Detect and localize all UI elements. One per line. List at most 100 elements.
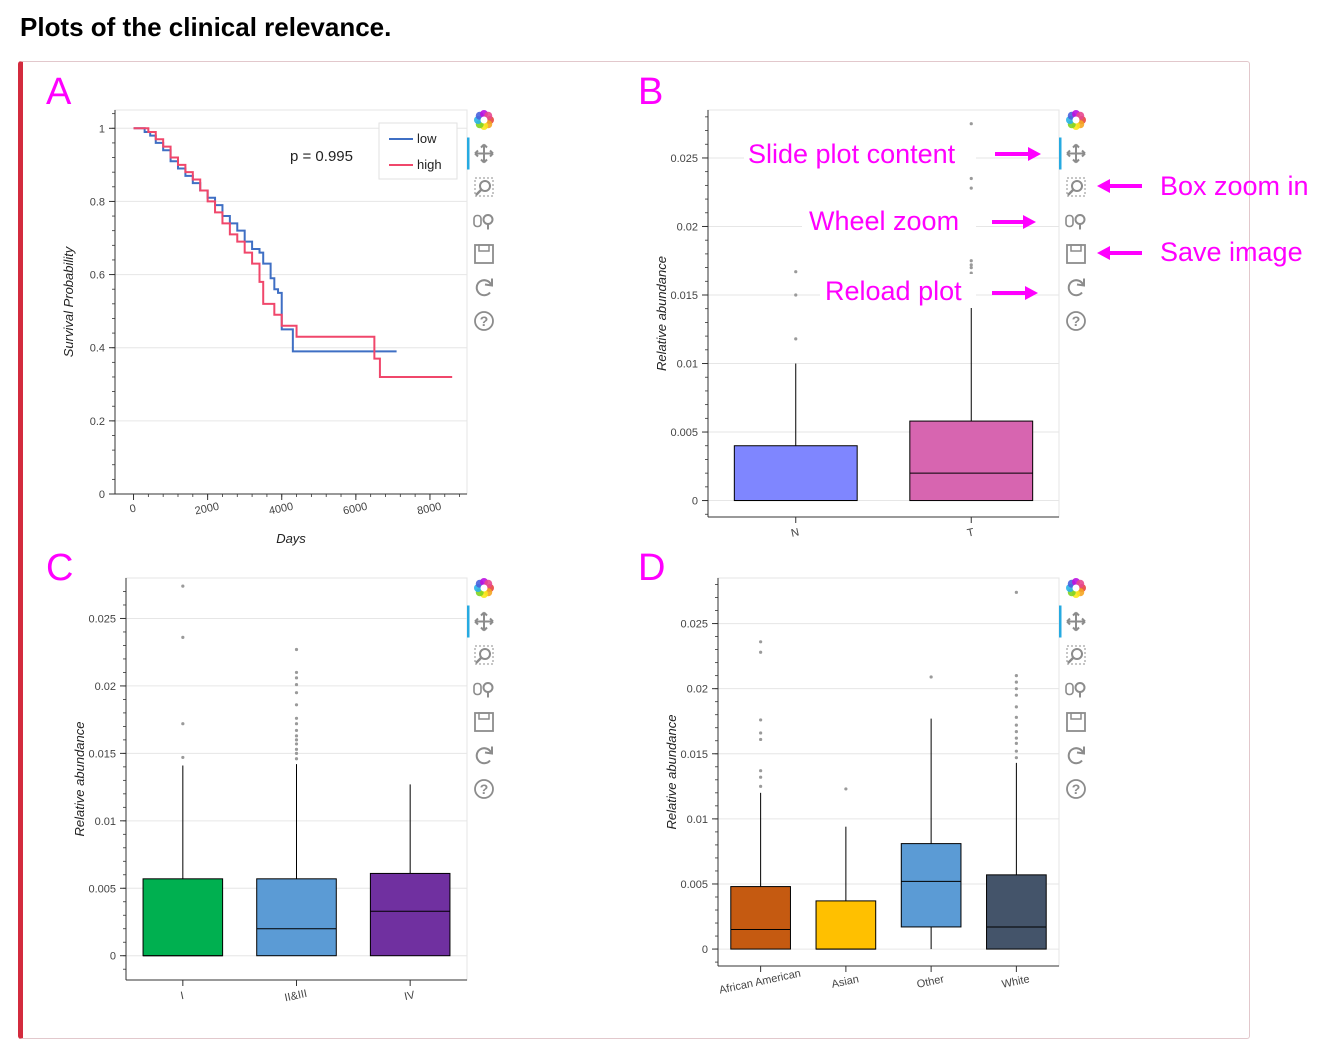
figure-frame — [18, 61, 1250, 1039]
outlier-point — [294, 691, 299, 695]
p-value-label: p = 0.995 — [290, 148, 353, 165]
pan-icon[interactable] — [1059, 605, 1086, 638]
wheel-zoom-icon[interactable] — [1065, 682, 1086, 698]
reset-arrowhead — [1076, 278, 1085, 287]
y-tick-label: 0.005 — [680, 879, 708, 891]
mouse-shape — [1065, 682, 1074, 696]
disk-label — [478, 244, 490, 252]
annotation-save-image: Save image — [1160, 237, 1303, 267]
lens — [479, 180, 491, 192]
help-glyph: ? — [1072, 781, 1081, 797]
reset-arrowhead — [484, 746, 493, 755]
box-zoom-icon[interactable] — [1066, 177, 1086, 197]
pan-icon[interactable] — [467, 137, 494, 170]
x-axis-title: Days — [276, 531, 306, 546]
y-tick-label: 0.025 — [670, 153, 698, 165]
reset-arrowhead — [484, 278, 493, 287]
panel-B: B 0 0.005 0.01 0.015 0.02 0.025 Relative abunda… — [638, 71, 1086, 540]
disk-body — [1066, 712, 1086, 732]
lens — [1071, 180, 1083, 192]
bokeh-logo-icon — [1066, 578, 1086, 598]
help-circle — [1066, 311, 1086, 331]
outlier-point — [759, 784, 763, 788]
outlier-point — [294, 734, 299, 738]
y-tick-label: 0.015 — [680, 749, 708, 761]
reset-icon[interactable] — [475, 746, 493, 765]
annotation-reload-plot: Reload plot — [825, 276, 962, 306]
y-axis-title: Survival Probability — [61, 245, 76, 357]
x-tick-label: N — [790, 526, 800, 539]
outlier-point — [294, 676, 299, 680]
reset-arrowhead — [1076, 746, 1085, 755]
wheel-zoom-icon[interactable] — [473, 682, 494, 698]
page-title: Plots of the clinical relevance. — [20, 12, 392, 42]
outlier-point — [294, 738, 299, 742]
save-icon[interactable] — [1066, 244, 1086, 264]
lens-handle — [475, 189, 482, 196]
lens — [482, 214, 494, 225]
panel-D: D 0 0.005 0.01 0.015 0.02 0.025 Relative abunda… — [638, 547, 1086, 997]
disk-body — [474, 244, 494, 264]
help-icon[interactable]: ? — [474, 311, 494, 331]
outlier-point — [1014, 680, 1018, 684]
outlier-point — [294, 728, 299, 733]
outlier-point — [294, 670, 299, 675]
box-body — [730, 886, 791, 950]
label-backing — [820, 274, 976, 308]
outlier-point — [969, 271, 973, 275]
panel-letter-C: C — [46, 547, 73, 589]
outlier-point — [294, 722, 299, 726]
box-I — [142, 584, 224, 957]
x-tick-label: Asian — [831, 973, 860, 990]
box-outline — [474, 645, 494, 665]
wheel-zoom-icon[interactable] — [1065, 214, 1086, 230]
outlier-point — [1014, 715, 1018, 719]
lens — [1074, 682, 1086, 693]
box-zoom-icon[interactable] — [474, 177, 494, 197]
label-backing — [744, 138, 976, 170]
pan-icon[interactable] — [467, 605, 494, 638]
help-icon[interactable]: ? — [1066, 311, 1086, 331]
save-icon[interactable] — [474, 244, 494, 264]
y-tick-label: 0 — [110, 951, 116, 963]
plot-toolbar: ? — [467, 110, 494, 331]
help-icon[interactable]: ? — [1066, 779, 1086, 799]
box-T — [909, 122, 1034, 502]
mouse-shape — [473, 682, 482, 696]
wheel-zoom-icon[interactable] — [473, 214, 494, 230]
bokeh-logo-icon — [474, 578, 494, 598]
legend: low high — [378, 122, 458, 180]
reset-icon[interactable] — [1067, 746, 1085, 765]
reset-icon[interactable] — [1067, 278, 1085, 297]
pan-arrows — [1066, 143, 1086, 164]
box-outline — [474, 177, 494, 197]
outlier-point — [969, 259, 973, 263]
outlier-point — [181, 722, 185, 726]
help-icon[interactable]: ? — [474, 779, 494, 799]
y-tick-label: 0.02 — [677, 221, 698, 233]
save-icon[interactable] — [474, 712, 494, 732]
lens-handle — [475, 657, 482, 664]
y-tick-label: 0.01 — [687, 814, 708, 826]
box-body — [369, 872, 451, 957]
x-tick-label: 4000 — [268, 501, 294, 518]
disk-label — [1070, 244, 1082, 252]
box-zoom-icon[interactable] — [474, 645, 494, 665]
box-body — [733, 445, 858, 502]
y-tick-label: 1 — [99, 123, 105, 135]
x-tick-label: 6000 — [342, 501, 368, 518]
box-zoom-icon[interactable] — [1066, 645, 1086, 665]
box-African American — [730, 640, 791, 950]
pan-arrows — [474, 143, 494, 164]
outlier-point — [1014, 693, 1018, 697]
y-tick-label: 0.025 — [88, 613, 116, 625]
outlier-point — [1014, 674, 1018, 678]
reset-icon[interactable] — [475, 278, 493, 297]
legend-label-low: low — [417, 131, 437, 146]
pan-icon[interactable] — [1059, 137, 1086, 170]
arrow-slide-head — [1028, 147, 1041, 161]
save-icon[interactable] — [1066, 712, 1086, 732]
y-tick-label: 0.015 — [88, 748, 116, 760]
mouse-shape — [473, 214, 482, 228]
x-tick-label: I — [179, 990, 184, 1002]
